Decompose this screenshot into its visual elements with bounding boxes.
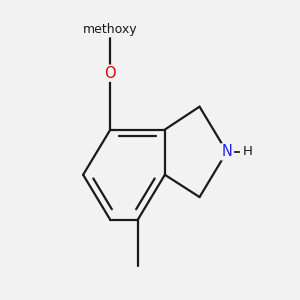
Text: methoxy: methoxy — [83, 23, 138, 36]
Text: O: O — [105, 66, 116, 81]
Text: H: H — [243, 146, 253, 158]
Text: N: N — [221, 144, 232, 159]
